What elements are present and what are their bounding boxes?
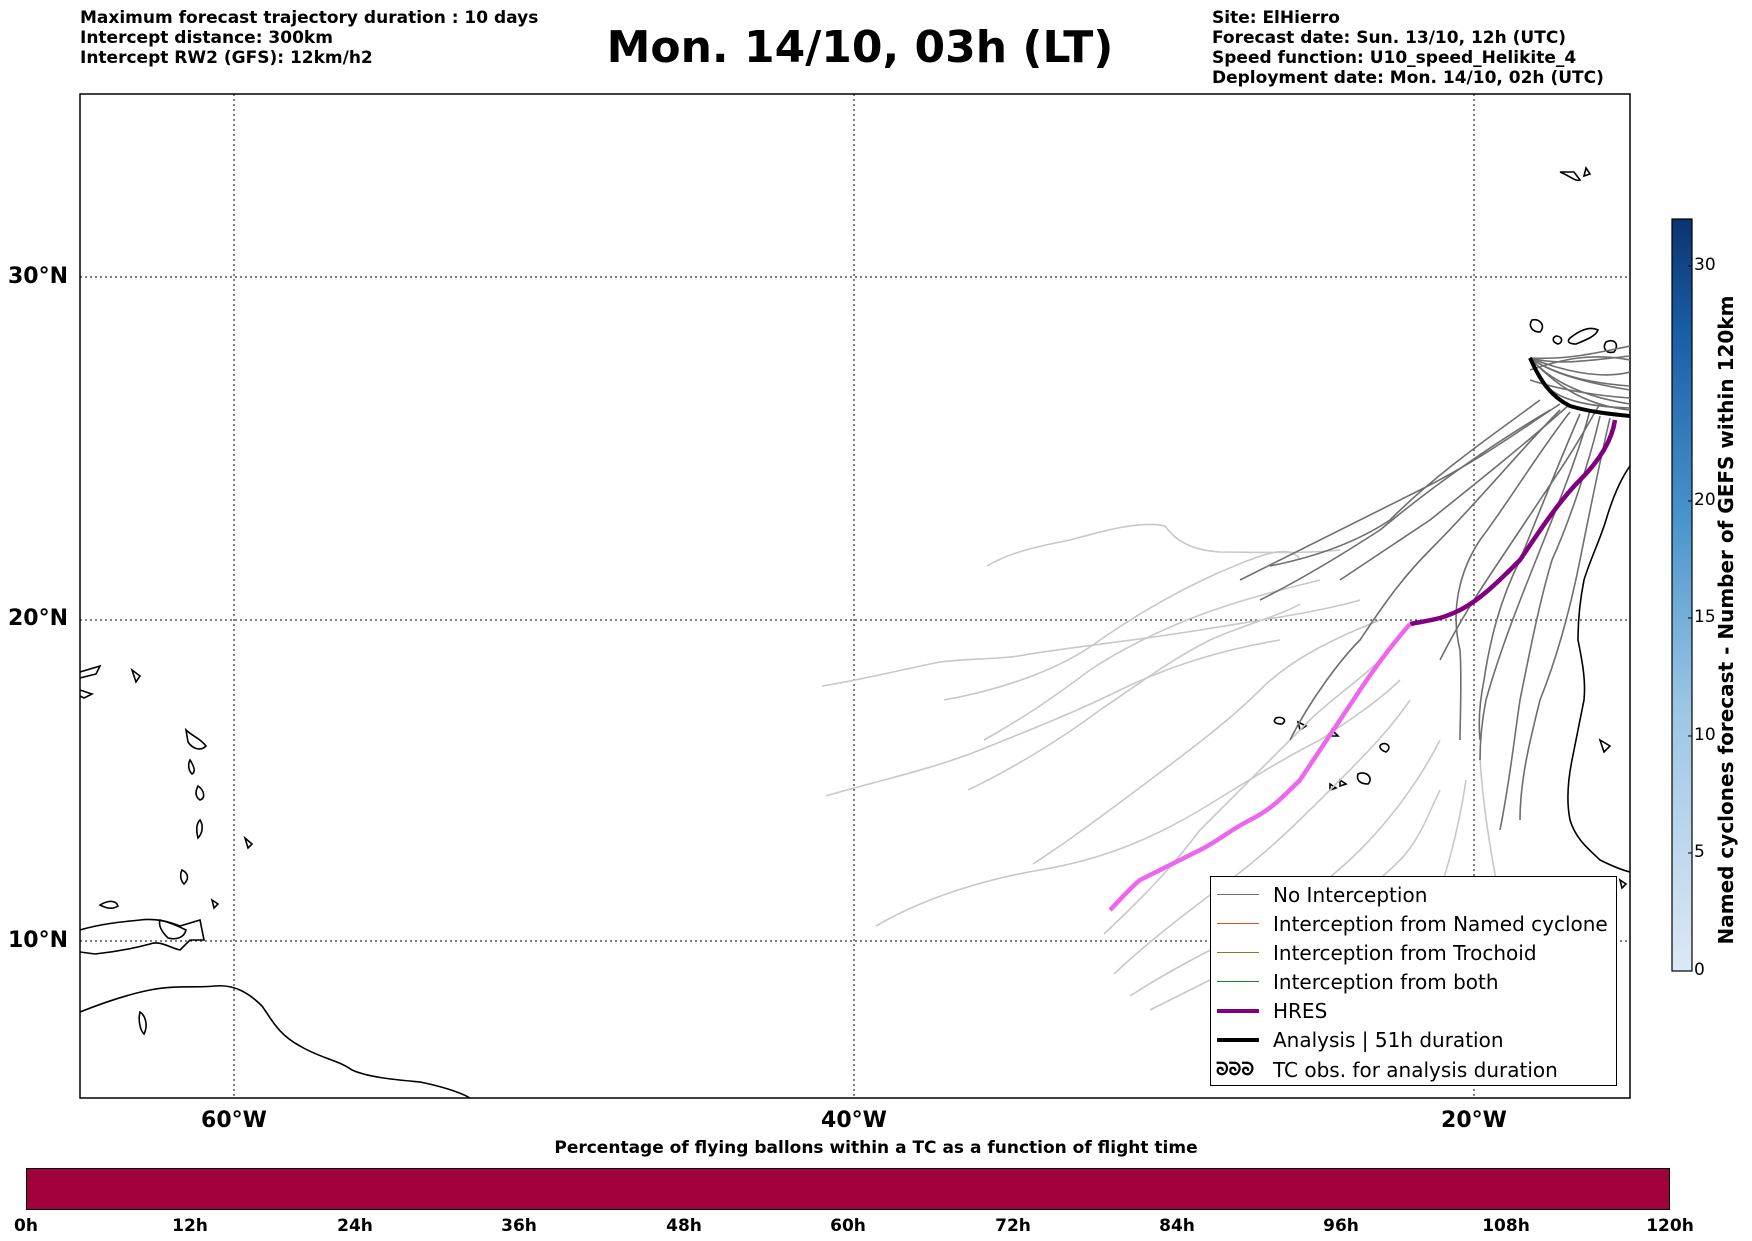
ballon-colorbar-title: Percentage of flying ballons within a TC… [554, 1138, 1198, 1158]
legend-item-both: Interception from both [1211, 970, 1616, 994]
legend-swatch [1217, 1038, 1259, 1042]
tc-symbol-icon: ᘐᘐᘐ [1216, 1059, 1255, 1080]
legend-item-hres: HRES [1211, 999, 1616, 1023]
legend-swatch [1217, 952, 1259, 953]
speed-function-text: Speed function: U10_speed_Helikite_4 [1212, 48, 1577, 68]
lon-label-20w: 20°W [1441, 1108, 1507, 1133]
hbar-tick-108h: 108h [1482, 1216, 1530, 1236]
legend-swatch [1217, 894, 1259, 895]
lon-label-60w: 60°W [201, 1108, 267, 1133]
analysis-track [1528, 357, 1630, 418]
legend-item-trochoid: Interception from Trochoid [1211, 941, 1616, 965]
legend-item-tc-obs: ᘐᘐᘐ TC obs. for analysis duration [1211, 1058, 1616, 1082]
legend-label: No Interception [1273, 883, 1428, 907]
cbar-tick-10: 10 [1694, 725, 1716, 745]
trajectories-no-interception [1239, 345, 1630, 831]
forecast-date-text: Forecast date: Sun. 13/10, 12h (UTC) [1212, 28, 1567, 48]
deployment-date-text: Deployment date: Mon. 14/10, 02h (UTC) [1212, 68, 1604, 88]
max-duration-text: Maximum forecast trajectory duration : 1… [80, 8, 539, 28]
map-legend: No Interception Interception from Named … [1210, 876, 1617, 1086]
hbar-tick-12h: 12h [172, 1216, 208, 1236]
hbar-tick-60h: 60h [830, 1216, 866, 1236]
legend-item-analysis: Analysis | 51h duration [1211, 1028, 1616, 1052]
hres-track [1409, 419, 1618, 627]
header-info-right: Site: ElHierro Forecast date: Sun. 13/10… [1212, 8, 1604, 88]
coastlines-west [80, 664, 471, 1098]
cbar-tick-20: 20 [1694, 490, 1716, 510]
legend-label: HRES [1273, 999, 1328, 1023]
intercept-rw2-text: Intercept RW2 (GFS): 12km/h2 [80, 48, 373, 68]
lat-label-10n: 10°N [8, 928, 69, 953]
cbar-tick-30: 30 [1694, 255, 1716, 275]
legend-item-no-interception: No Interception [1211, 883, 1616, 907]
ballon-colorbar [26, 1168, 1670, 1210]
cbar-tick-5: 5 [1694, 842, 1705, 862]
cyclone-colorbar-title: Named cyclones forecast - Number of GEFS… [1714, 295, 1738, 945]
cbar-tick-0: 0 [1694, 960, 1705, 980]
lat-label-30n: 30°N [8, 264, 69, 289]
hbar-tick-84h: 84h [1159, 1216, 1195, 1236]
header-info-left: Maximum forecast trajectory duration : 1… [80, 8, 538, 68]
legend-swatch [1217, 923, 1259, 924]
cbar-tick-15: 15 [1694, 607, 1716, 627]
site-text: Site: ElHierro [1212, 8, 1340, 28]
coastlines-east [1273, 166, 1630, 890]
page-title: Mon. 14/10, 03h (LT) [606, 22, 1114, 73]
cyclone-colorbar-ticks [1688, 265, 1692, 972]
legend-swatch [1217, 1009, 1259, 1013]
legend-label: Analysis | 51h duration [1273, 1028, 1504, 1052]
hbar-tick-48h: 48h [666, 1216, 702, 1236]
legend-label: Interception from Named cyclone [1273, 912, 1608, 936]
hbar-tick-96h: 96h [1323, 1216, 1359, 1236]
hbar-tick-24h: 24h [337, 1216, 373, 1236]
trajectories-light [821, 523, 1501, 1011]
legend-label: Interception from both [1273, 970, 1499, 994]
hbar-tick-0h: 0h [14, 1216, 38, 1236]
lat-label-20n: 20°N [8, 606, 69, 631]
legend-swatch [1217, 981, 1259, 982]
hres-track-late [1108, 622, 1412, 912]
intercept-distance-text: Intercept distance: 300km [80, 28, 333, 48]
hbar-tick-36h: 36h [501, 1216, 537, 1236]
hbar-tick-72h: 72h [995, 1216, 1031, 1236]
legend-item-named-cyclone: Interception from Named cyclone [1211, 912, 1616, 936]
legend-label: TC obs. for analysis duration [1273, 1058, 1558, 1082]
legend-label: Interception from Trochoid [1273, 941, 1537, 965]
cyclone-colorbar [1671, 218, 1693, 972]
hbar-tick-120h: 120h [1646, 1216, 1694, 1236]
lon-label-40w: 40°W [821, 1108, 887, 1133]
